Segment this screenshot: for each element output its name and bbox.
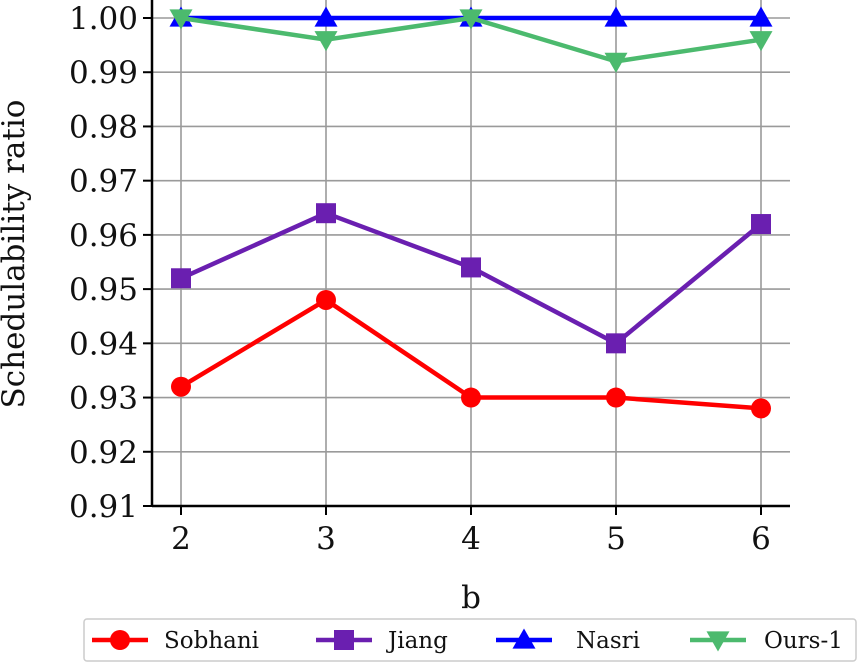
data-point-nasri <box>749 6 773 27</box>
y-tick-label: 0.97 <box>69 164 138 200</box>
x-tick-label: 4 <box>461 521 481 557</box>
series-sobhani <box>171 289 771 419</box>
y-tick-label: 0.91 <box>69 489 138 525</box>
legend-marker-ours-1 <box>706 631 730 652</box>
legend-item-ours-1: Ours-1 <box>690 628 843 654</box>
ticks: 0.91 0.92 0.93 0.94 0.95 0.96 0.97 0.98 0.99 1.00… <box>69 1 771 557</box>
y-tick-label: 0.93 <box>69 381 138 417</box>
legend-item-nasri: Nasri <box>496 628 640 654</box>
data-point-jiang <box>751 214 771 235</box>
x-tick-label: 3 <box>316 521 336 557</box>
x-axis-title: b <box>461 580 481 616</box>
y-tick-label: 0.98 <box>69 109 138 145</box>
data-point-ours-1 <box>169 9 193 30</box>
legend-marker-nasri <box>512 628 536 649</box>
x-tick-label: 2 <box>171 521 191 557</box>
data-point-sobhani <box>461 387 481 408</box>
y-tick-label: 0.94 <box>69 326 138 362</box>
data-point-ours-1 <box>459 9 483 30</box>
data-point-jiang <box>461 257 481 278</box>
data-point-jiang <box>316 203 336 224</box>
legend: Sobhani Jiang Nasri Ours-1 <box>83 618 857 662</box>
data-point-sobhani <box>171 376 191 397</box>
data-point-sobhani <box>751 398 771 419</box>
data-point-sobhani <box>316 289 336 310</box>
data-point-jiang <box>606 333 626 354</box>
legend-box <box>83 618 857 662</box>
x-tick-label: 5 <box>606 521 626 557</box>
legend-marker-sobhani <box>110 630 130 650</box>
series-ours-1 <box>169 9 773 73</box>
data-point-nasri <box>604 6 628 27</box>
legend-label-nasri: Nasri <box>576 628 640 654</box>
y-tick-label: 0.92 <box>69 435 138 471</box>
y-tick-label: 0.99 <box>69 55 138 91</box>
series-jiang <box>171 203 771 354</box>
data-point-ours-1 <box>314 31 338 52</box>
legend-item-sobhani: Sobhani <box>92 628 259 654</box>
legend-label-jiang: Jiang <box>386 628 448 654</box>
grid-lines <box>152 0 790 507</box>
legend-label-sobhani: Sobhani <box>164 628 259 654</box>
data-point-nasri <box>314 6 338 27</box>
series <box>169 6 773 419</box>
legend-label-ours-1: Ours-1 <box>764 628 843 654</box>
legend-marker-jiang <box>334 630 354 650</box>
data-point-sobhani <box>606 387 626 408</box>
x-tick-label: 6 <box>751 521 771 557</box>
y-axis-title: Schedulability ratio <box>0 100 32 409</box>
data-point-jiang <box>171 268 191 289</box>
data-point-ours-1 <box>604 52 628 73</box>
y-tick-label: 0.96 <box>69 218 138 254</box>
y-tick-label: 0.95 <box>69 272 138 308</box>
data-point-ours-1 <box>749 31 773 52</box>
legend-item-jiang: Jiang <box>316 628 448 654</box>
y-tick-label: 1.00 <box>69 1 138 37</box>
